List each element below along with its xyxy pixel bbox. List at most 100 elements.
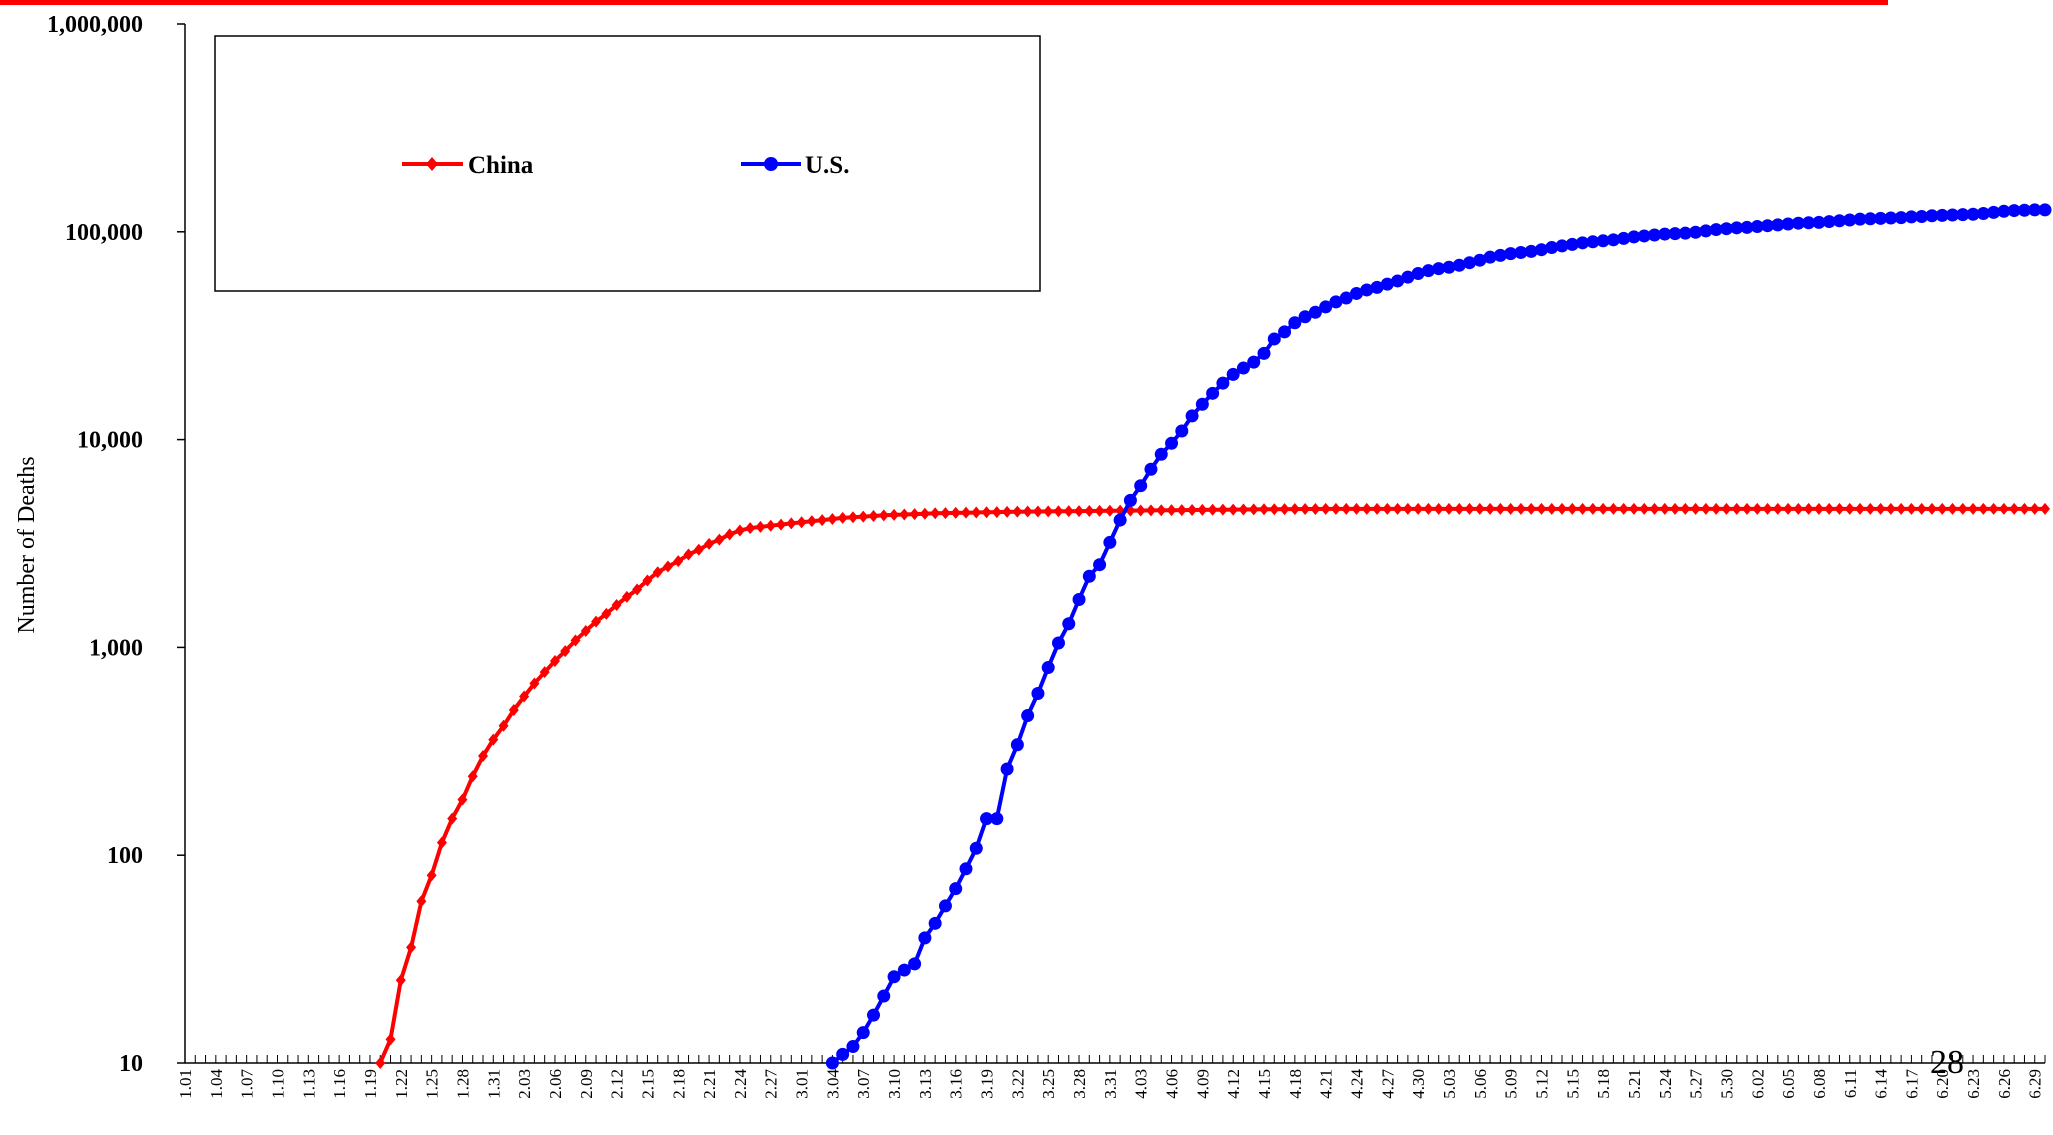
data-point (837, 511, 848, 524)
data-point (899, 508, 910, 521)
x-tick-label: 3.31 (1101, 1069, 1120, 1099)
series-line (378, 506, 2045, 1064)
data-point (1659, 502, 1670, 515)
data-point (1813, 502, 1824, 515)
data-point (1012, 505, 1023, 518)
data-point (1103, 535, 1117, 549)
data-point (1690, 502, 1701, 515)
data-point (1536, 502, 1547, 515)
data-point (1894, 211, 1908, 225)
data-point (1678, 226, 1692, 240)
data-point (1310, 502, 1321, 515)
x-tick-label: 3.13 (916, 1069, 935, 1099)
data-point (1010, 738, 1024, 752)
data-point (1298, 310, 1312, 324)
data-point (1401, 270, 1415, 284)
data-point (1228, 503, 1239, 516)
data-point (1670, 502, 1681, 515)
legend-china-label: China (468, 152, 534, 179)
data-point (1587, 502, 1598, 515)
data-point (971, 506, 982, 519)
data-point (457, 793, 468, 806)
data-point (385, 1033, 396, 1046)
x-tick-label: 1.22 (392, 1069, 411, 1099)
data-point (416, 895, 427, 908)
data-point (1145, 504, 1156, 517)
data-point (806, 515, 817, 528)
data-point (1946, 208, 1960, 222)
x-tick-label: 3.28 (1070, 1069, 1089, 1099)
data-point (1123, 493, 1137, 507)
x-tick-label: 2.15 (638, 1069, 657, 1099)
x-tick-label: 5.15 (1563, 1069, 1582, 1099)
data-point (969, 841, 983, 855)
data-point (1514, 246, 1528, 260)
data-point (1700, 502, 1711, 515)
data-point (1380, 277, 1394, 291)
data-point (1812, 215, 1826, 229)
data-point (991, 506, 1002, 519)
x-tick-label: 3.01 (793, 1069, 812, 1099)
data-point (1032, 505, 1043, 518)
data-point (1843, 213, 1857, 227)
data-point (1649, 502, 1660, 515)
data-point (1104, 504, 1115, 517)
data-point (1442, 260, 1456, 274)
data-point (1699, 224, 1713, 238)
data-point (1761, 219, 1775, 233)
data-point (745, 522, 756, 535)
data-point (897, 963, 911, 977)
data-point (1793, 502, 1804, 515)
data-point (1392, 502, 1403, 515)
data-point (1730, 221, 1744, 235)
data-point (1884, 211, 1898, 225)
data-point (714, 533, 725, 546)
data-point (1557, 502, 1568, 515)
data-point (1360, 283, 1374, 297)
data-point (1361, 502, 1372, 515)
data-point (1791, 216, 1805, 230)
data-point (642, 574, 653, 587)
series-layer (375, 203, 2052, 1070)
data-point (2019, 502, 2030, 515)
data-point (1084, 504, 1095, 517)
data-point (1176, 504, 1187, 517)
y-axis-ticks: 10 100 1,000 10,000 100,000 1,000,000 (47, 12, 185, 1077)
data-point (960, 506, 971, 519)
data-point (1135, 504, 1146, 517)
data-point (1329, 295, 1343, 309)
data-point (2007, 204, 2021, 218)
data-point (1289, 503, 1300, 516)
data-point (375, 1057, 386, 1069)
data-point (980, 812, 994, 826)
x-tick-label: 6.02 (1748, 1069, 1767, 1099)
data-point (1976, 206, 1990, 220)
x-tick-label: 5.27 (1687, 1069, 1706, 1099)
x-tick-label: 2.21 (700, 1069, 719, 1099)
x-tick-label: 6.08 (1810, 1069, 1829, 1099)
data-point (1043, 505, 1054, 518)
x-tick-label: 2.12 (608, 1069, 627, 1099)
y-tick-label: 100,000 (65, 220, 143, 246)
data-point (1824, 502, 1835, 515)
data-point (836, 1047, 850, 1061)
data-point (1257, 346, 1271, 360)
data-point (776, 518, 787, 531)
data-point (1546, 502, 1557, 515)
data-point (1526, 502, 1537, 515)
data-point (1680, 502, 1691, 515)
data-point (1279, 503, 1290, 516)
data-point (1752, 502, 1763, 515)
data-point (1855, 502, 1866, 515)
x-tick-label: 1.04 (207, 1069, 226, 1099)
data-point (949, 882, 963, 896)
legend: China U.S. (214, 35, 1041, 292)
data-point (858, 510, 869, 523)
data-point (877, 989, 891, 1003)
x-tick-label: 2.09 (577, 1069, 596, 1099)
x-tick-label: 1.16 (330, 1069, 349, 1099)
data-point (1658, 227, 1672, 241)
data-point (1463, 256, 1477, 270)
data-point (1997, 204, 2011, 218)
data-point (1093, 558, 1107, 572)
